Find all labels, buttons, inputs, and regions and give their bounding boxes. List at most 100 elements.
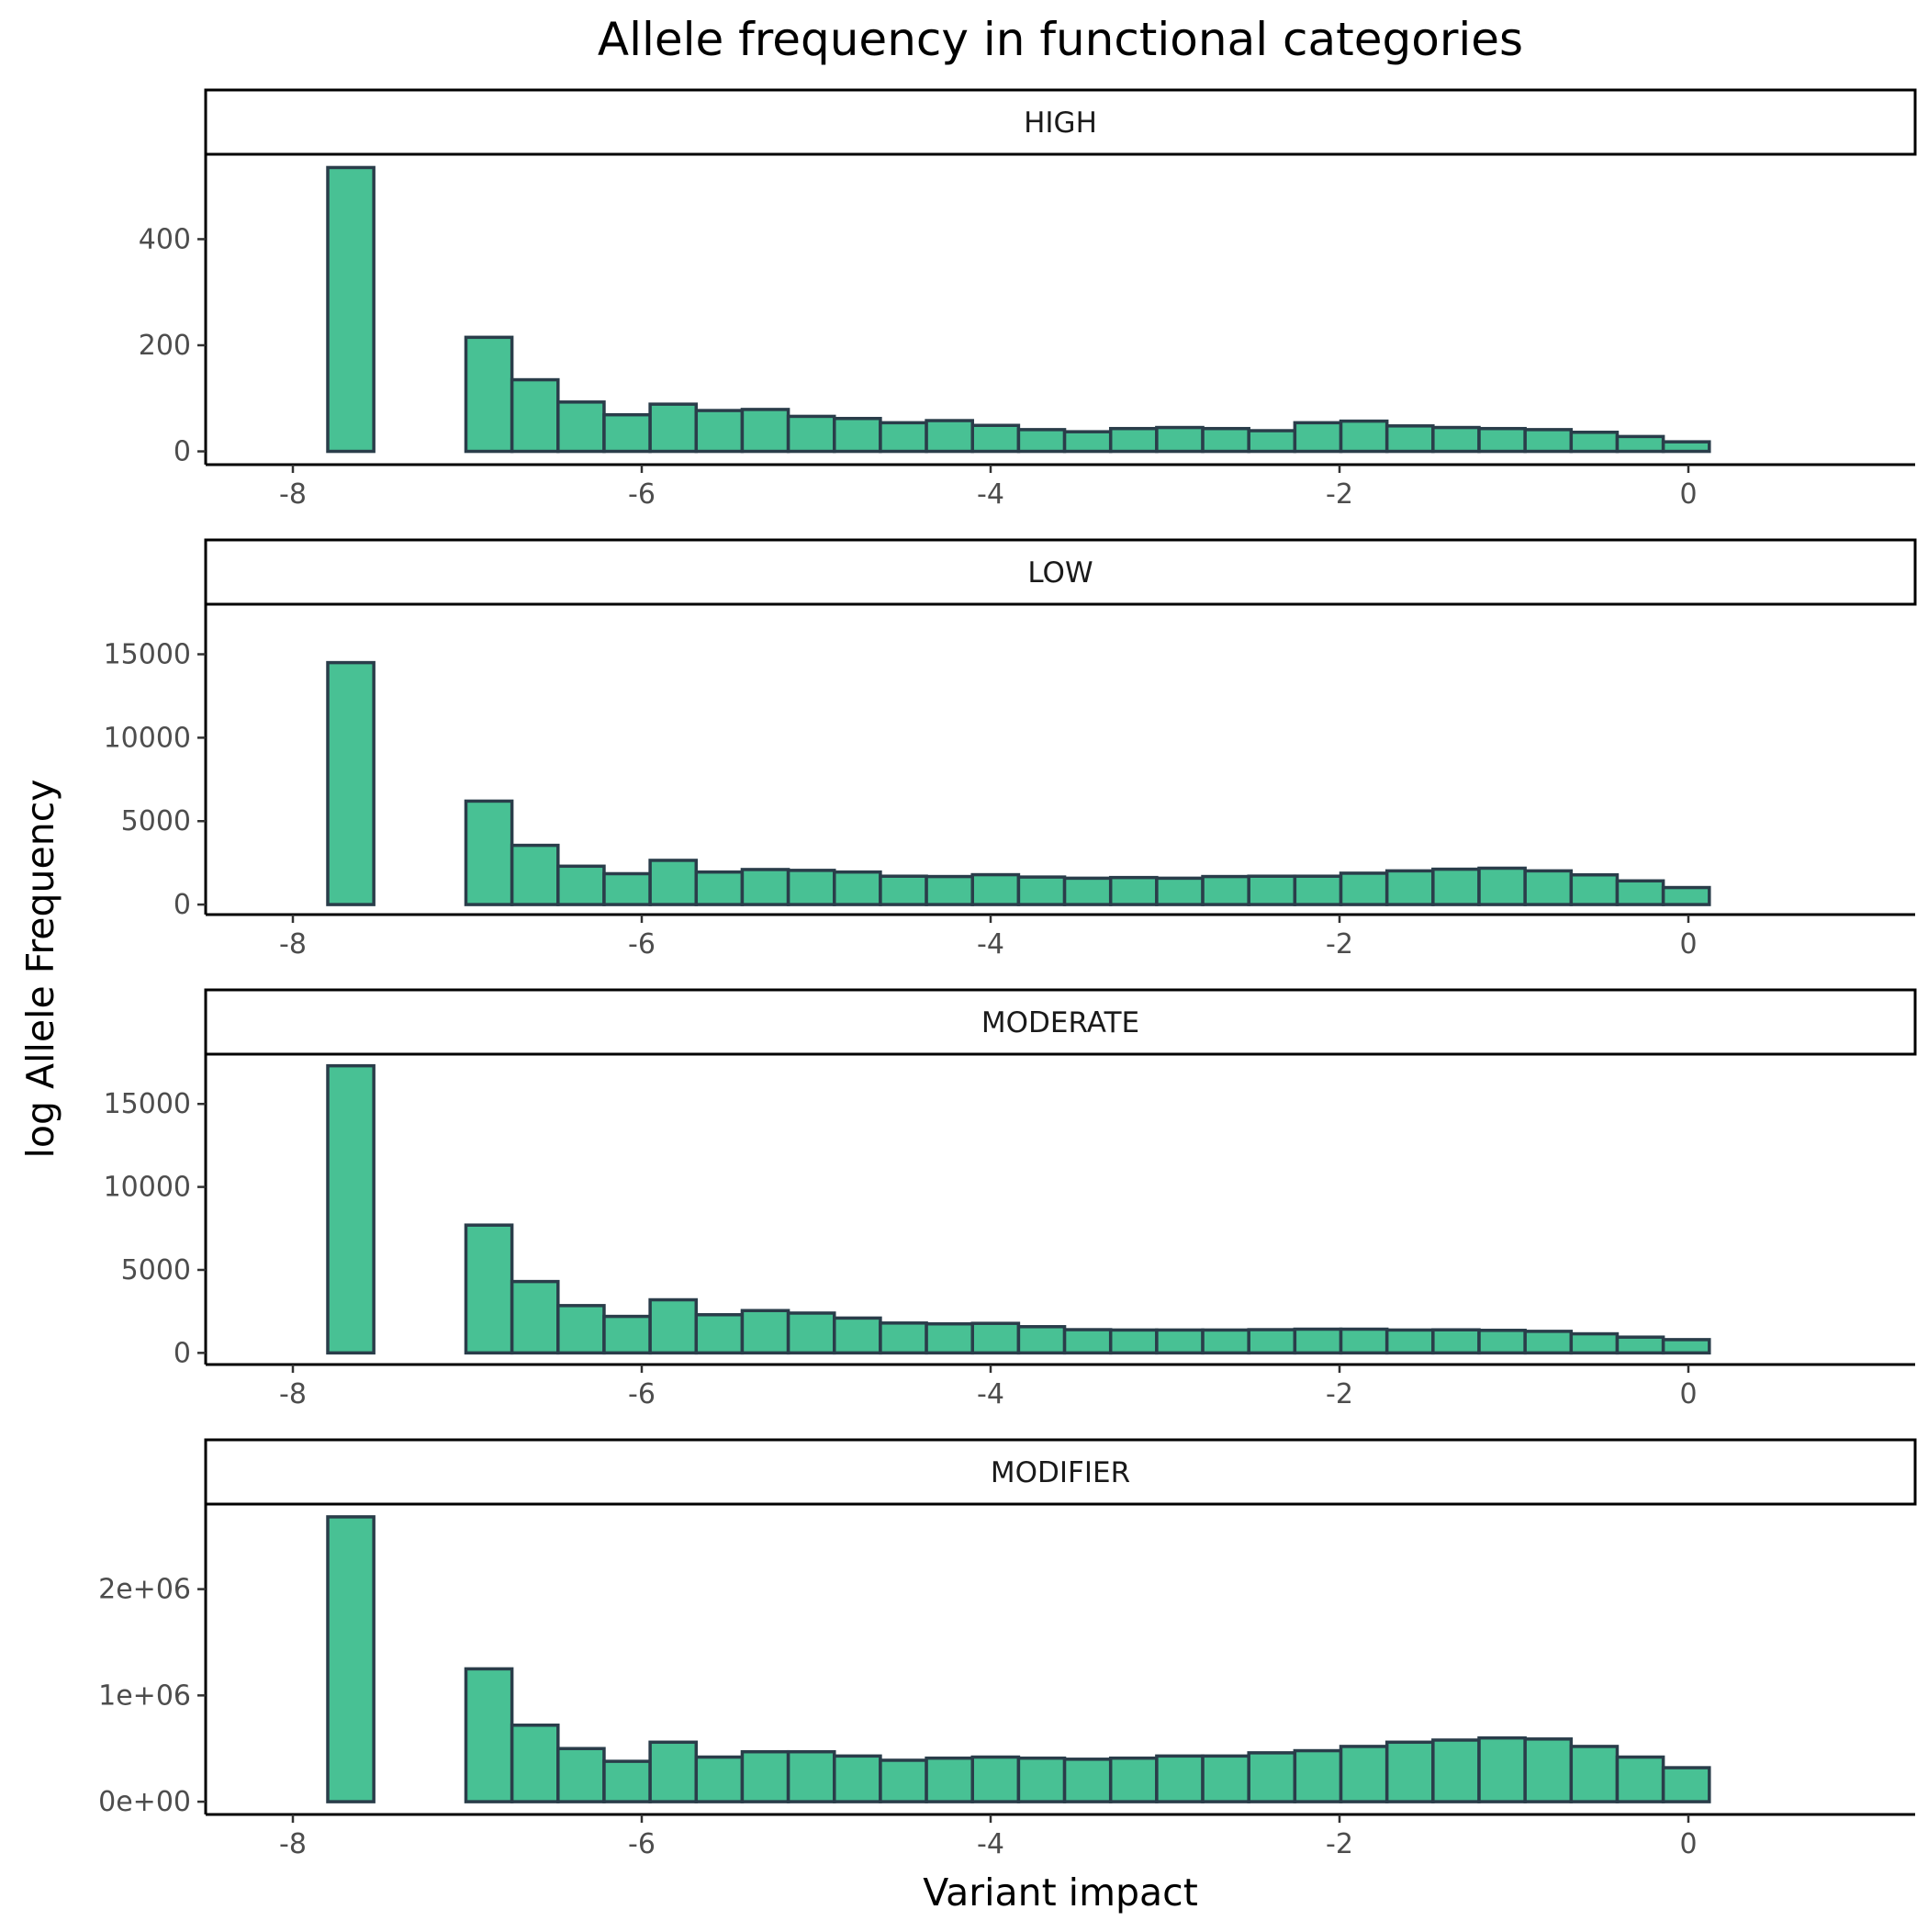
- histogram-bar: [326, 165, 376, 454]
- histogram-bar: [326, 1063, 376, 1355]
- histogram-bar: [510, 843, 560, 906]
- panel-high: HIGH 0 200 400 -8 -6 -4 -2 0: [139, 88, 1917, 511]
- histogram-bar: [694, 409, 745, 454]
- histogram-bar: [648, 402, 699, 454]
- histogram-bar: [602, 1759, 652, 1803]
- histogram-bar: [1569, 873, 1620, 906]
- panel-low: LOW 0 5000 10000 15000 -8 -6 -4 -2 0: [104, 538, 1917, 960]
- histogram-bar: [786, 414, 836, 454]
- histogram-bar: [1201, 426, 1250, 454]
- x-tick-label: -6: [628, 928, 656, 960]
- histogram-bar: [464, 799, 514, 906]
- y-tick-label: 5000: [121, 1254, 191, 1286]
- histogram-bar: [694, 1755, 745, 1803]
- histogram-bar: [1155, 1754, 1205, 1803]
- histogram-bar: [648, 1297, 699, 1355]
- histogram-bar: [602, 412, 652, 454]
- y-tick-label: 5000: [121, 805, 191, 837]
- histogram-bar: [1523, 1330, 1574, 1355]
- histogram-bar: [1431, 425, 1481, 454]
- histogram-bar: [1155, 876, 1205, 906]
- x-tick-label: -8: [279, 1828, 307, 1860]
- bar-group: [326, 1515, 1711, 1803]
- histogram-bar: [879, 1758, 928, 1803]
- histogram-bar: [1523, 1737, 1574, 1803]
- histogram-bar: [1523, 869, 1574, 906]
- histogram-bar: [1016, 1325, 1067, 1355]
- histogram-bar: [648, 1740, 699, 1803]
- histogram-bar: [1108, 1328, 1159, 1355]
- bar-group: [326, 1063, 1711, 1355]
- histogram-bar: [556, 1747, 606, 1803]
- x-tick-label: -4: [977, 1378, 1004, 1410]
- y-tick-label: 0e+00: [98, 1786, 191, 1818]
- y-tick-label: 15000: [104, 1088, 191, 1120]
- histogram-bar: [1293, 1327, 1343, 1355]
- histogram-bar: [1201, 874, 1250, 906]
- histogram-bar: [510, 1724, 560, 1803]
- histogram-bar: [1062, 430, 1113, 454]
- histogram-bar: [1661, 1766, 1711, 1803]
- histogram-bar: [510, 1279, 560, 1355]
- histogram-bar: [326, 660, 376, 906]
- y-tick-label: 400: [139, 223, 191, 255]
- histogram-bar: [1477, 426, 1527, 454]
- histogram-bar: [1615, 879, 1665, 906]
- panel-modifier: MODIFIER 0e+00 1e+06 2e+06 -8 -6 -4 -2 0: [98, 1438, 1917, 1860]
- histogram-bar: [925, 1321, 974, 1355]
- histogram-bar: [1477, 1329, 1527, 1355]
- histogram-bar: [1062, 1758, 1113, 1803]
- facet-strip-label: MODERATE: [981, 1006, 1139, 1039]
- y-axis-title: log Allele Frequency: [18, 779, 62, 1158]
- histogram-bar: [1016, 875, 1067, 906]
- histogram-bar: [694, 870, 745, 906]
- histogram-bar: [1477, 1735, 1527, 1803]
- x-tick-label: -2: [1326, 928, 1353, 960]
- y-tick-label: 10000: [104, 1172, 191, 1204]
- histogram-bar: [510, 377, 560, 454]
- histogram-bar: [602, 1314, 652, 1355]
- histogram-bar: [1016, 428, 1067, 454]
- y-tick-label: 1e+06: [98, 1679, 191, 1712]
- facet-strip-label: HIGH: [1024, 107, 1097, 140]
- facet-strip: [204, 88, 1917, 156]
- histogram-bar: [1247, 1328, 1297, 1355]
- histogram-bar: [740, 868, 790, 906]
- histogram-bar: [1569, 431, 1620, 454]
- histogram-bar: [464, 335, 514, 454]
- histogram-bar: [1523, 428, 1574, 454]
- histogram-bar: [326, 1515, 376, 1803]
- histogram-bar: [1062, 1328, 1113, 1355]
- histogram-bar: [925, 874, 974, 906]
- histogram-bar: [1201, 1328, 1250, 1355]
- histogram-bar: [1431, 867, 1481, 906]
- histogram-bar: [1384, 424, 1435, 454]
- x-tick-label: 0: [1679, 1828, 1697, 1860]
- histogram-bar: [1615, 434, 1665, 454]
- histogram-bar: [879, 1321, 928, 1355]
- x-tick-label: -2: [1326, 478, 1353, 511]
- histogram-bar: [1108, 426, 1159, 454]
- x-tick-label: 0: [1679, 928, 1697, 960]
- histogram-bar: [694, 1313, 745, 1355]
- histogram-bar: [1661, 440, 1711, 454]
- histogram-bar: [1247, 1751, 1297, 1803]
- histogram-bar: [1431, 1328, 1481, 1355]
- histogram-bar: [1569, 1745, 1620, 1803]
- histogram-bar: [648, 859, 699, 906]
- y-tick-label: 10000: [104, 722, 191, 754]
- histogram-bar: [602, 871, 652, 906]
- histogram-bar: [1062, 876, 1113, 906]
- facet-panels: HIGH 0 200 400 -8 -6 -4 -2 0 LOW 0 5000 10000 15000 -8…: [98, 88, 1917, 1860]
- histogram-bar: [1293, 1748, 1343, 1803]
- y-tick-label: 0: [174, 436, 191, 468]
- histogram-bar: [1384, 1740, 1435, 1803]
- bar-group: [326, 165, 1711, 454]
- facet-strip: [204, 1438, 1917, 1506]
- histogram-bar: [1155, 1328, 1205, 1355]
- histogram-bar: [786, 869, 836, 906]
- x-axis-title: Variant impact: [923, 1870, 1198, 1915]
- facet-strip-label: MODIFIER: [991, 1456, 1130, 1489]
- histogram-bar: [970, 1321, 1021, 1355]
